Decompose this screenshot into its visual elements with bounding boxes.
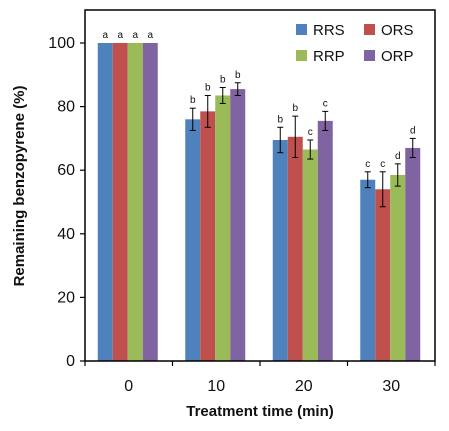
significance-label: b	[205, 82, 211, 93]
bar	[287, 136, 303, 361]
legend-label: ORP	[381, 48, 414, 65]
x-axis-ticks: 0 10 20 30	[84, 361, 436, 395]
significance-label: c	[323, 98, 328, 109]
bar	[375, 189, 391, 361]
significance-label: a	[132, 30, 138, 41]
y-tick-label: 20	[57, 289, 75, 306]
y-axis-ticks: 0 20 40 60 80 100	[48, 35, 85, 370]
error-bars-layer	[189, 82, 416, 208]
significance-label: b	[190, 95, 196, 106]
bar	[185, 119, 201, 361]
legend-label: RRP	[313, 48, 345, 65]
x-axis-title: Treatment time (min)	[186, 403, 334, 420]
bar	[112, 43, 128, 361]
significance-label: c	[380, 159, 385, 170]
significance-label: b	[220, 75, 226, 86]
bar	[360, 179, 376, 361]
x-tick-label: 10	[207, 378, 225, 395]
legend-swatch	[296, 50, 307, 61]
x-tick-label: 0	[124, 378, 133, 395]
legend-label: RRS	[313, 22, 345, 39]
bar	[272, 139, 288, 361]
legend-label: ORS	[381, 22, 414, 39]
significance-label: a	[102, 30, 108, 41]
significance-label: a	[147, 30, 153, 41]
significance-label: a	[117, 30, 123, 41]
bar	[405, 147, 421, 361]
significance-label: c	[365, 159, 370, 170]
bar	[390, 174, 406, 361]
significance-label: b	[235, 70, 241, 81]
bar	[215, 95, 231, 361]
significance-label: b	[277, 114, 283, 125]
bar	[302, 149, 318, 361]
significance-label: c	[308, 127, 313, 138]
bar	[230, 89, 246, 362]
bar	[317, 120, 333, 361]
x-tick-label: 30	[382, 378, 400, 395]
y-tick-label: 100	[48, 35, 75, 52]
y-tick-label: 40	[57, 226, 75, 243]
y-tick-label: 0	[66, 353, 75, 370]
legend-swatch	[364, 24, 375, 35]
x-tick-label: 20	[295, 378, 313, 395]
bar	[97, 43, 113, 361]
y-axis-title: Remaining benzopyrene (%)	[11, 86, 28, 287]
significance-label: d	[395, 151, 401, 162]
y-tick-label: 80	[57, 99, 75, 116]
legend-swatch	[296, 24, 307, 35]
legend: RRS ORS RRP ORP	[296, 22, 414, 65]
bar	[127, 43, 143, 361]
y-tick-label: 60	[57, 162, 75, 179]
bar	[142, 43, 158, 361]
significance-label: d	[410, 125, 416, 136]
bar	[200, 111, 216, 362]
significance-label: b	[292, 103, 298, 114]
legend-swatch	[364, 50, 375, 61]
bars-layer	[97, 43, 421, 362]
